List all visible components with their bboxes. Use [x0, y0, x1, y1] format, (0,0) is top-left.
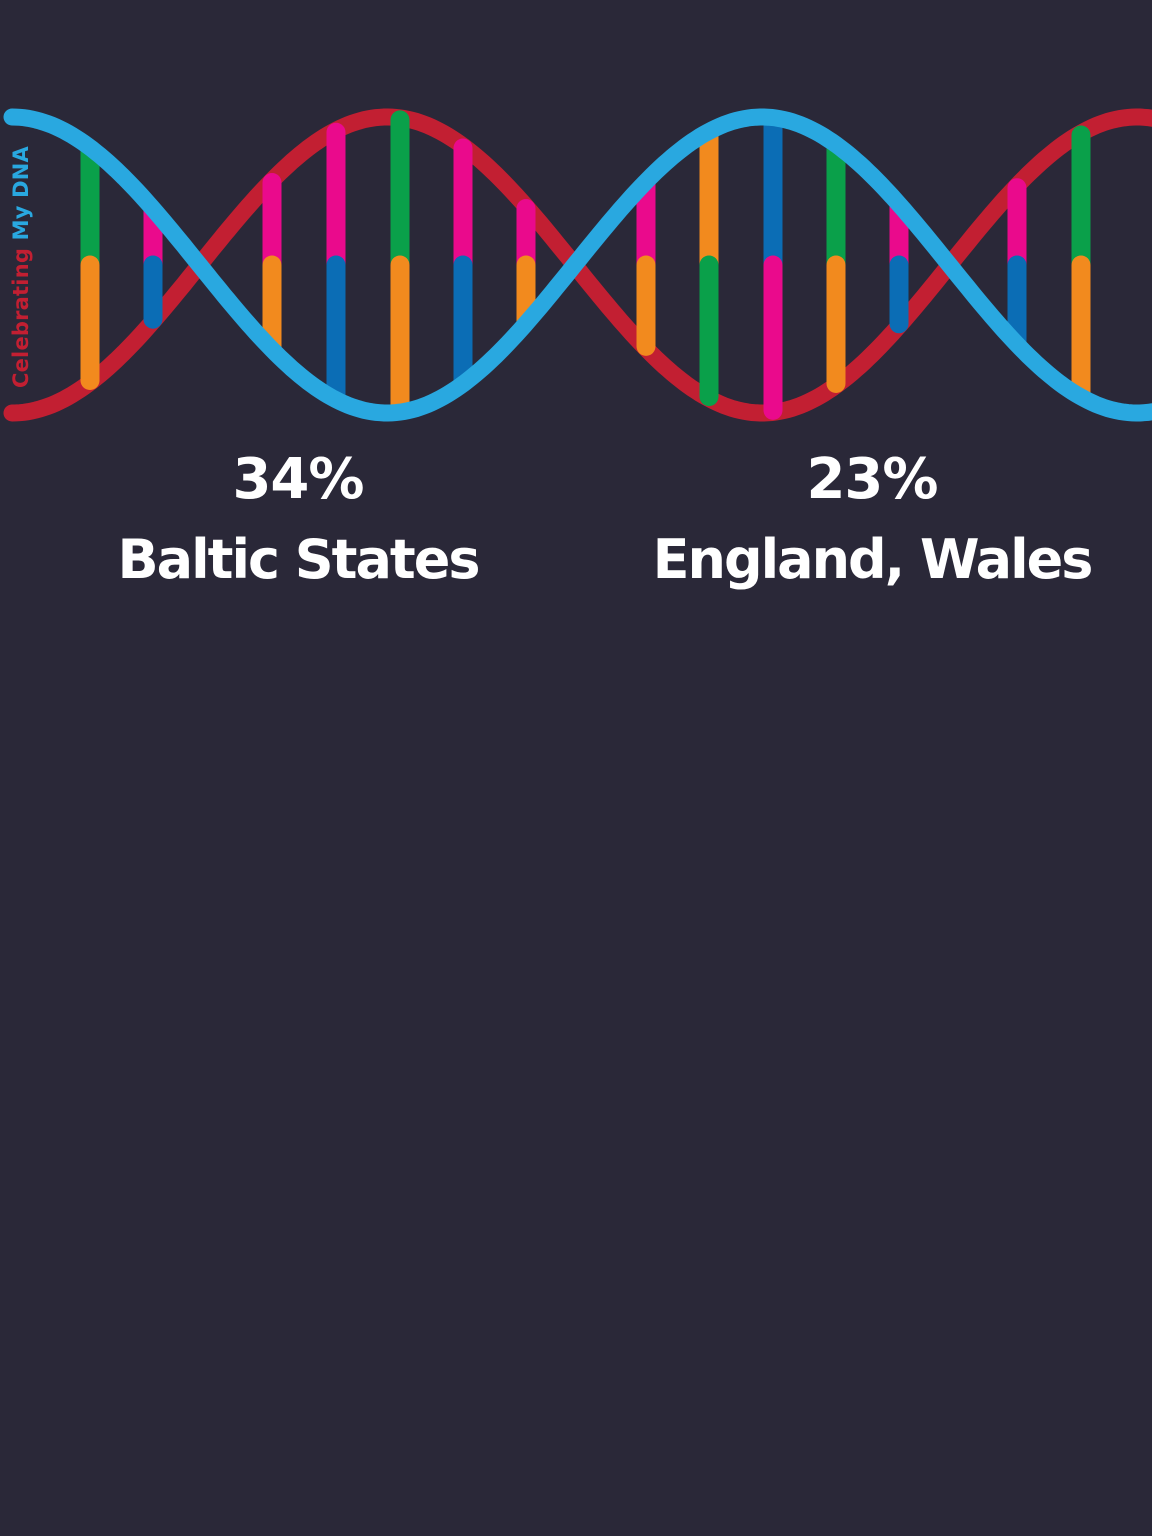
brand-word-my-dna: My DNA [9, 146, 33, 241]
brand-word-celebrating: Celebrating [9, 247, 33, 388]
dna-helix-graphic [0, 100, 1152, 430]
dna-helix-svg [3, 108, 1152, 422]
result-region: England, Wales [652, 528, 1094, 591]
result-percent: 23% [806, 447, 938, 512]
dna-strand-blue [3, 108, 1152, 422]
result-england-wales: 23% England, Wales [620, 440, 1124, 600]
result-baltic-states: 34% Baltic States [80, 440, 516, 600]
brand-logo: Celebrating My DNA [8, 146, 34, 388]
result-percent: 34% [232, 447, 364, 512]
result-region: Baltic States [117, 528, 481, 591]
